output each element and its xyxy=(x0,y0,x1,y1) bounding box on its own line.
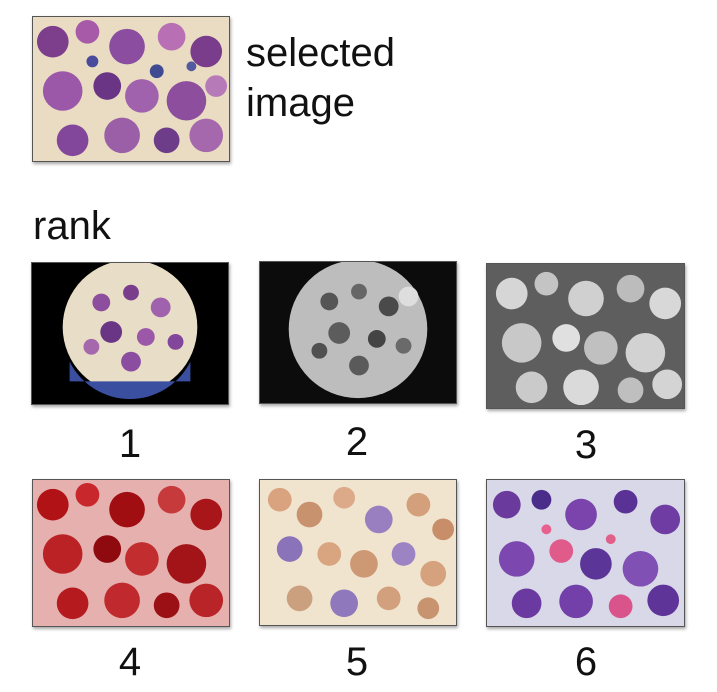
rank-number-3: 3 xyxy=(574,423,598,467)
result-image-1 xyxy=(31,262,229,405)
result-image-2-graphic xyxy=(260,262,456,403)
result-image-5 xyxy=(259,479,457,626)
selected-caption-line1: selected xyxy=(246,31,395,75)
rank-number-2: 2 xyxy=(345,420,369,464)
result-image-3 xyxy=(486,263,685,409)
result-image-2 xyxy=(259,261,457,404)
selected-caption-line2: image xyxy=(246,81,355,125)
result-image-3-graphic xyxy=(487,264,684,408)
result-image-6 xyxy=(486,479,685,627)
selected-image xyxy=(32,16,230,162)
rank-number-4: 4 xyxy=(118,640,142,684)
result-image-4-graphic xyxy=(33,480,229,626)
rank-number-1: 1 xyxy=(118,422,142,466)
rank-number-6: 6 xyxy=(574,640,598,684)
selected-image-graphic xyxy=(33,17,229,161)
result-image-5-graphic xyxy=(260,480,456,625)
result-image-6-graphic xyxy=(487,480,684,626)
rank-heading: rank xyxy=(33,204,111,248)
result-image-1-graphic xyxy=(32,263,228,404)
rank-number-5: 5 xyxy=(345,640,369,684)
result-image-4 xyxy=(32,479,230,627)
